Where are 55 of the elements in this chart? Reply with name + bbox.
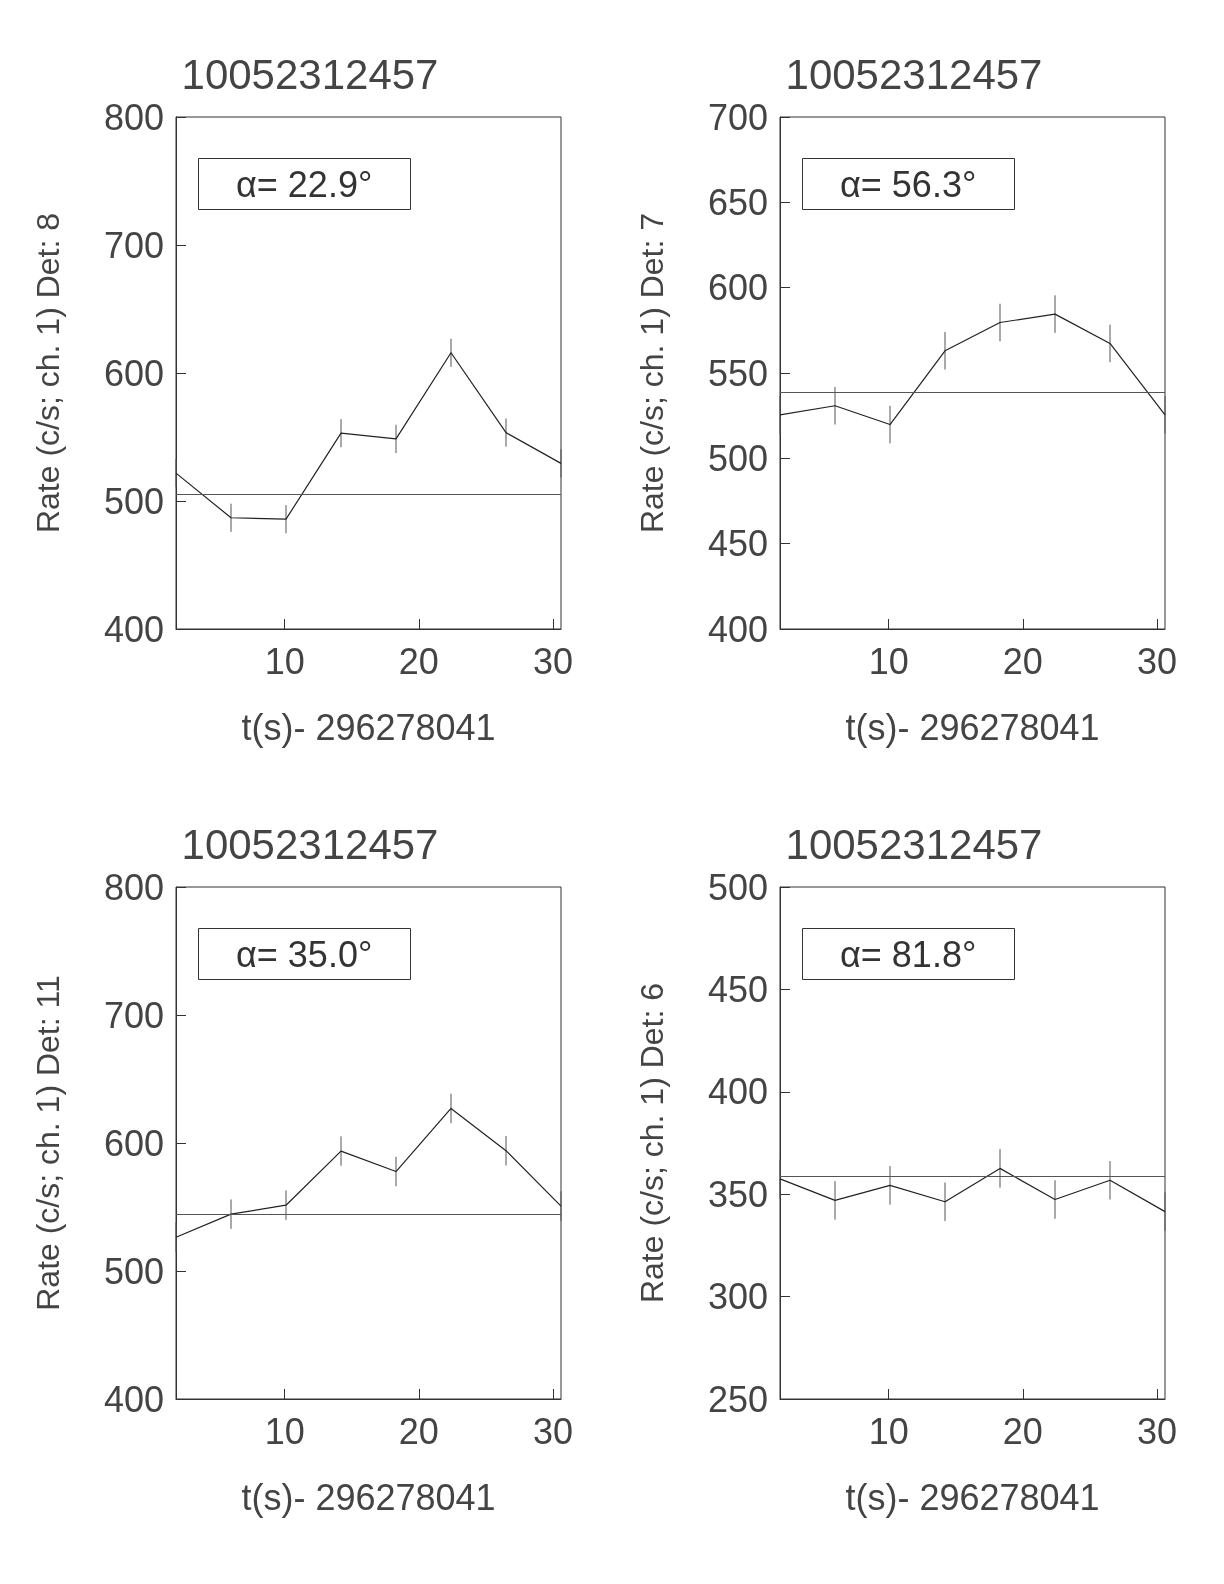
annotation: α= 22.9°	[236, 163, 373, 205]
chart-title: 10052312457	[785, 820, 1043, 868]
x-tick-label: 10	[868, 1410, 909, 1452]
line-series	[175, 352, 562, 520]
y-tick-label: 800	[103, 96, 164, 138]
line-series	[779, 1167, 1166, 1213]
x-axis-title: t(s)- 296278041	[241, 1476, 496, 1518]
y-axis-title: Rate (c/s; ch. 1) Det: 6	[634, 982, 670, 1304]
y-tick-label: 550	[707, 352, 768, 394]
y-tick-label: 300	[707, 1276, 768, 1318]
y-axis-title: Rate (c/s; ch. 1) Det: 11	[30, 975, 66, 1311]
x-tick-label: 20	[398, 640, 439, 682]
y-tick-label: 700	[103, 224, 164, 266]
line-series	[779, 313, 1166, 426]
x-axis-title: t(s)- 296278041	[845, 1476, 1100, 1518]
y-tick-label: 800	[103, 866, 164, 908]
x-tick-label: 10	[264, 1410, 305, 1452]
y-tick-label: 500	[707, 866, 768, 908]
x-tick-label: 10	[264, 640, 305, 682]
y-tick-label: 500	[103, 1250, 164, 1292]
x-tick-label: 20	[1002, 1410, 1043, 1452]
x-axis-title: t(s)- 296278041	[845, 706, 1100, 748]
y-tick-label: 700	[707, 96, 768, 138]
y-tick-label: 400	[103, 1378, 164, 1420]
y-axis-title: Rate (c/s; ch. 1) Det: 8	[30, 212, 66, 534]
y-tick-label: 400	[707, 608, 768, 650]
annotation: α= 35.0°	[236, 933, 373, 975]
x-tick-label: 30	[1136, 640, 1177, 682]
y-tick-label: 450	[707, 968, 768, 1010]
x-tick-label: 20	[1002, 640, 1043, 682]
y-tick-label: 600	[707, 267, 768, 309]
y-axis-title: Rate (c/s; ch. 1) Det: 7	[634, 212, 670, 534]
annotation: α= 56.3°	[840, 163, 977, 205]
x-tick-label: 20	[398, 1410, 439, 1452]
x-axis-title: t(s)- 296278041	[241, 706, 496, 748]
y-tick-label: 400	[103, 608, 164, 650]
chart-title: 10052312457	[181, 50, 439, 98]
y-tick-label: 600	[103, 1122, 164, 1164]
y-tick-label: 250	[707, 1378, 768, 1420]
x-tick-label: 30	[532, 1410, 573, 1452]
y-tick-label: 450	[707, 523, 768, 565]
x-tick-label: 30	[532, 640, 573, 682]
y-tick-label: 500	[707, 437, 768, 479]
y-tick-label: 500	[103, 480, 164, 522]
y-tick-label: 650	[707, 181, 768, 223]
x-tick-label: 10	[868, 640, 909, 682]
y-tick-label: 400	[707, 1071, 768, 1113]
y-tick-label: 700	[103, 994, 164, 1036]
chart-title: 10052312457	[785, 50, 1043, 98]
line-series	[175, 1107, 562, 1238]
annotation: α= 81.8°	[840, 933, 977, 975]
y-tick-label: 600	[103, 352, 164, 394]
x-tick-label: 30	[1136, 1410, 1177, 1452]
chart-title: 10052312457	[181, 820, 439, 868]
y-tick-label: 350	[707, 1173, 768, 1215]
